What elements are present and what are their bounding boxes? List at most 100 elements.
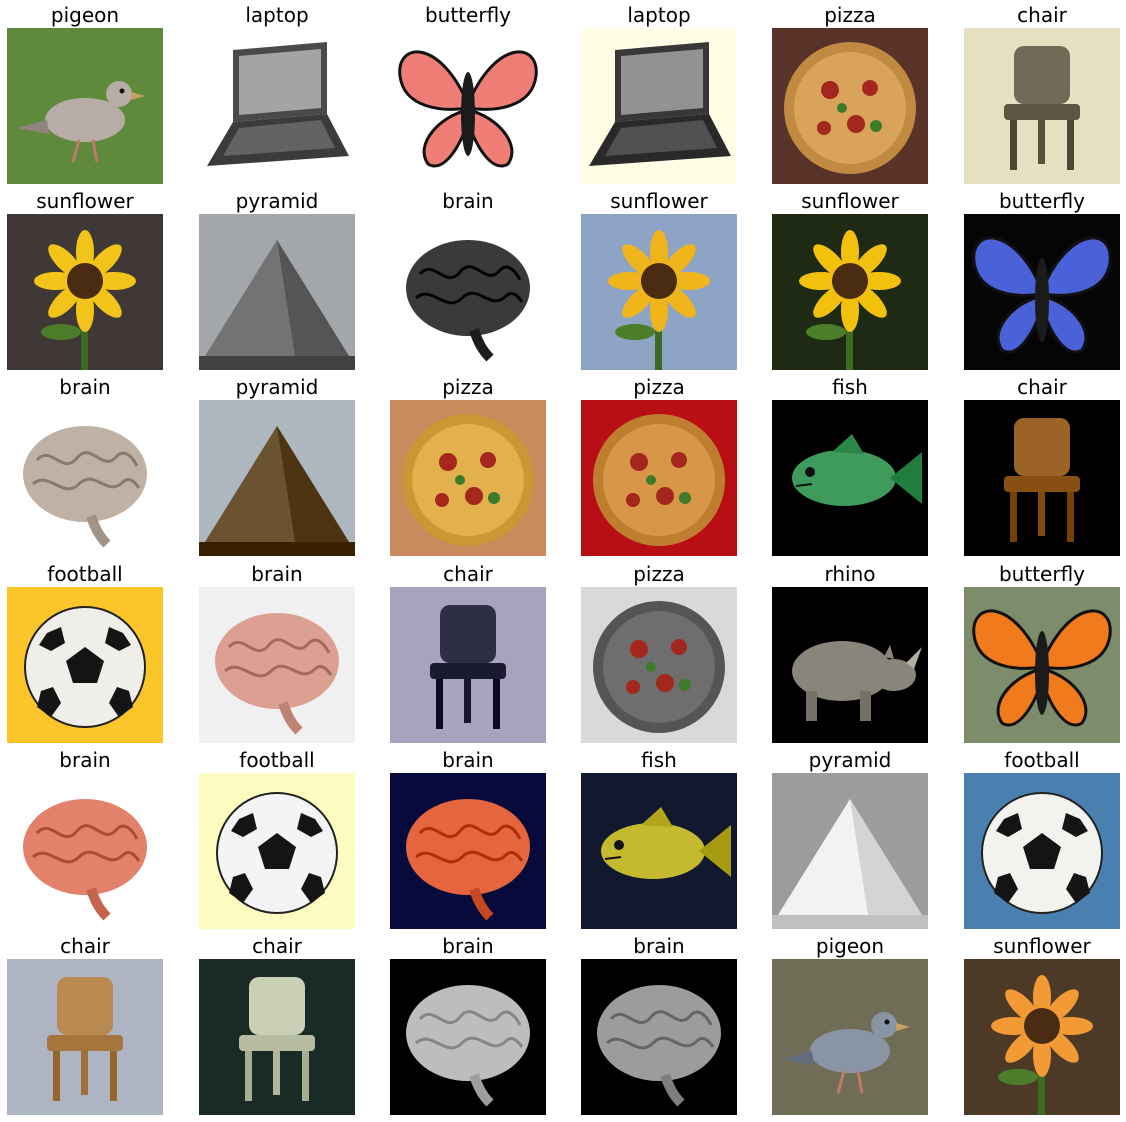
chair-icon [964,28,1120,184]
cell-label: pizza [633,562,685,586]
cell-label: chair [60,934,110,958]
cell-label: brain [59,375,111,399]
grid-cell: brain [390,931,546,1117]
pyramid-icon [199,214,355,370]
cell-label: football [1004,748,1080,772]
grid-cell: chair [964,372,1120,558]
thumbnail-image [199,214,355,370]
brain-icon [390,773,546,929]
cell-label: fish [832,375,868,399]
cell-label: pizza [442,375,494,399]
cell-label: football [239,748,315,772]
thumbnail-image [964,400,1120,556]
football-icon [964,773,1120,929]
grid-cell: brain [390,745,546,931]
thumbnail-image [964,28,1120,184]
pyramid-icon [199,400,355,556]
sunflower-icon [964,959,1120,1115]
grid-cell: laptop [581,0,737,186]
grid-cell: football [7,559,163,745]
grid-cell: butterfly [964,559,1120,745]
grid-cell: pigeon [7,0,163,186]
thumbnail-image [581,773,737,929]
pizza-icon [772,28,928,184]
grid-cell: sunflower [772,186,928,372]
thumbnail-image [390,400,546,556]
grid-cell: chair [199,931,355,1117]
grid-cell: sunflower [7,186,163,372]
grid-cell: football [964,745,1120,931]
thumbnail-image [7,773,163,929]
grid-cell: brain [581,931,737,1117]
cell-label: pyramid [235,375,319,399]
cell-label: sunflower [610,189,708,213]
grid-cell: brain [7,372,163,558]
butterfly-icon [964,214,1120,370]
cell-label: pigeon [815,934,885,958]
butterfly-icon [390,28,546,184]
thumbnail-image [772,773,928,929]
grid-cell: football [199,745,355,931]
chair-icon [199,959,355,1115]
brain-icon [7,773,163,929]
thumbnail-image [390,587,546,743]
thumbnail-image [7,28,163,184]
cell-label: sunflower [801,189,899,213]
grid-cell: fish [581,745,737,931]
brain-icon [390,214,546,370]
sunflower-icon [7,214,163,370]
chair-icon [390,587,546,743]
grid-cell: sunflower [581,186,737,372]
grid-cell: chair [964,0,1120,186]
football-icon [7,587,163,743]
chair-icon [7,959,163,1115]
cell-label: butterfly [424,3,511,27]
cell-label: brain [442,934,494,958]
cell-label: brain [59,748,111,772]
grid-cell: laptop [199,0,355,186]
cell-label: sunflower [993,934,1091,958]
fish-icon [581,773,737,929]
thumbnail-image [772,587,928,743]
cell-label: chair [443,562,493,586]
thumbnail-image [390,773,546,929]
brain-icon [390,959,546,1115]
cell-label: pyramid [808,748,892,772]
sunflower-icon [772,214,928,370]
chair-icon [964,400,1120,556]
thumbnail-image [7,587,163,743]
thumbnail-image [772,959,928,1115]
thumbnail-image [7,400,163,556]
thumbnail-image [581,959,737,1115]
brain-icon [199,587,355,743]
grid-cell: pigeon [772,931,928,1117]
cell-label: brain [633,934,685,958]
thumbnail-image [964,587,1120,743]
cell-label: brain [442,748,494,772]
cell-label: chair [1017,3,1067,27]
cell-label: sunflower [36,189,134,213]
thumbnail-image [390,959,546,1115]
thumbnail-image [199,400,355,556]
cell-label: butterfly [998,189,1085,213]
cell-label: pizza [824,3,876,27]
thumbnail-image [390,214,546,370]
thumbnail-image [7,214,163,370]
cell-label: laptop [627,3,691,27]
football-icon [199,773,355,929]
grid-cell: butterfly [390,0,546,186]
thumbnail-image [581,28,737,184]
thumbnail-image [199,959,355,1115]
cell-label: pizza [633,375,685,399]
fish-icon [772,400,928,556]
brain-icon [581,959,737,1115]
pizza-icon [390,400,546,556]
thumbnail-image [772,28,928,184]
thumbnail-image [581,587,737,743]
cell-label: chair [1017,375,1067,399]
thumbnail-image [581,214,737,370]
grid-cell: pizza [581,372,737,558]
pizza-icon [581,400,737,556]
cell-label: brain [442,189,494,213]
